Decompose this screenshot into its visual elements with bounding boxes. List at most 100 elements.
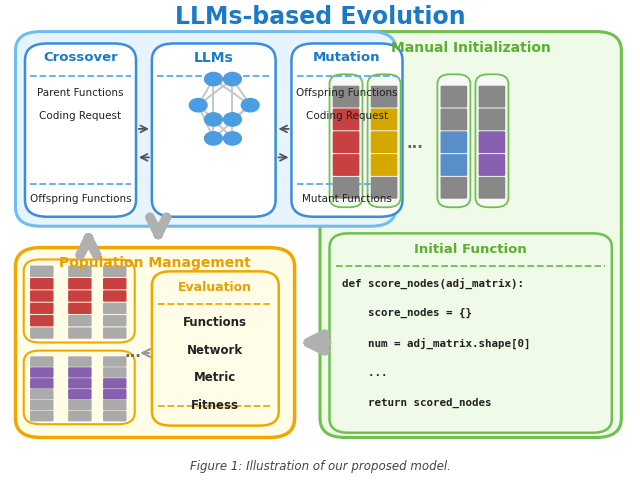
FancyBboxPatch shape bbox=[371, 131, 397, 153]
FancyBboxPatch shape bbox=[103, 278, 127, 289]
FancyBboxPatch shape bbox=[479, 154, 505, 176]
Text: ...: ... bbox=[342, 368, 388, 378]
FancyBboxPatch shape bbox=[68, 400, 92, 411]
FancyBboxPatch shape bbox=[68, 290, 92, 302]
FancyBboxPatch shape bbox=[103, 378, 127, 389]
FancyBboxPatch shape bbox=[103, 400, 127, 411]
FancyBboxPatch shape bbox=[68, 315, 92, 327]
FancyBboxPatch shape bbox=[68, 367, 92, 378]
FancyBboxPatch shape bbox=[30, 327, 54, 339]
FancyBboxPatch shape bbox=[103, 303, 127, 314]
Text: return scored_nodes: return scored_nodes bbox=[342, 398, 492, 408]
FancyBboxPatch shape bbox=[30, 378, 54, 389]
Circle shape bbox=[189, 99, 207, 112]
FancyBboxPatch shape bbox=[440, 131, 467, 153]
FancyBboxPatch shape bbox=[437, 74, 470, 207]
FancyBboxPatch shape bbox=[68, 356, 92, 367]
FancyBboxPatch shape bbox=[30, 367, 54, 378]
Circle shape bbox=[223, 113, 241, 126]
FancyBboxPatch shape bbox=[103, 411, 127, 421]
FancyBboxPatch shape bbox=[371, 85, 397, 108]
Circle shape bbox=[205, 132, 222, 145]
Text: def score_nodes(adj_matrix):: def score_nodes(adj_matrix): bbox=[342, 278, 524, 289]
FancyBboxPatch shape bbox=[30, 411, 54, 421]
Text: Mutant Functions: Mutant Functions bbox=[302, 194, 392, 204]
Text: Functions: Functions bbox=[183, 316, 247, 329]
FancyBboxPatch shape bbox=[30, 389, 54, 399]
FancyBboxPatch shape bbox=[103, 356, 127, 367]
FancyBboxPatch shape bbox=[68, 303, 92, 314]
Circle shape bbox=[241, 99, 259, 112]
Text: Evaluation: Evaluation bbox=[179, 281, 252, 294]
FancyBboxPatch shape bbox=[30, 315, 54, 327]
FancyBboxPatch shape bbox=[103, 290, 127, 302]
FancyBboxPatch shape bbox=[103, 266, 127, 277]
FancyBboxPatch shape bbox=[152, 43, 276, 217]
FancyBboxPatch shape bbox=[440, 85, 467, 108]
Circle shape bbox=[205, 113, 222, 126]
FancyBboxPatch shape bbox=[30, 290, 54, 302]
FancyBboxPatch shape bbox=[479, 109, 505, 130]
FancyBboxPatch shape bbox=[320, 31, 621, 438]
FancyBboxPatch shape bbox=[479, 177, 505, 199]
Text: Offspring Functions: Offspring Functions bbox=[296, 88, 398, 99]
FancyBboxPatch shape bbox=[68, 378, 92, 389]
Text: Mutation: Mutation bbox=[313, 51, 381, 64]
FancyBboxPatch shape bbox=[30, 400, 54, 411]
Text: Parent Functions: Parent Functions bbox=[37, 88, 124, 99]
FancyBboxPatch shape bbox=[68, 411, 92, 421]
FancyBboxPatch shape bbox=[30, 266, 54, 277]
FancyBboxPatch shape bbox=[103, 367, 127, 378]
FancyBboxPatch shape bbox=[24, 351, 135, 424]
FancyBboxPatch shape bbox=[15, 248, 294, 438]
FancyBboxPatch shape bbox=[24, 259, 135, 342]
FancyBboxPatch shape bbox=[440, 154, 467, 176]
FancyBboxPatch shape bbox=[68, 389, 92, 399]
FancyBboxPatch shape bbox=[103, 315, 127, 327]
Text: Initial Function: Initial Function bbox=[414, 242, 527, 256]
FancyBboxPatch shape bbox=[330, 233, 612, 433]
Text: Crossover: Crossover bbox=[43, 51, 118, 64]
FancyBboxPatch shape bbox=[476, 74, 508, 207]
Text: LLMs: LLMs bbox=[194, 51, 234, 65]
Text: Offspring Functions: Offspring Functions bbox=[29, 194, 131, 204]
FancyBboxPatch shape bbox=[333, 109, 359, 130]
FancyBboxPatch shape bbox=[30, 356, 54, 367]
Text: ...: ... bbox=[124, 344, 141, 359]
Text: Network: Network bbox=[188, 343, 243, 356]
FancyBboxPatch shape bbox=[371, 109, 397, 130]
FancyBboxPatch shape bbox=[330, 74, 362, 207]
Circle shape bbox=[223, 132, 241, 145]
FancyBboxPatch shape bbox=[440, 109, 467, 130]
FancyBboxPatch shape bbox=[367, 74, 401, 207]
FancyBboxPatch shape bbox=[291, 43, 403, 217]
Text: Fitness: Fitness bbox=[191, 398, 239, 412]
FancyBboxPatch shape bbox=[25, 43, 136, 217]
FancyBboxPatch shape bbox=[152, 271, 279, 426]
Text: Coding Request: Coding Request bbox=[306, 111, 388, 121]
Text: Population Management: Population Management bbox=[59, 256, 251, 270]
FancyBboxPatch shape bbox=[103, 327, 127, 339]
FancyBboxPatch shape bbox=[440, 177, 467, 199]
FancyBboxPatch shape bbox=[68, 278, 92, 289]
Text: num = adj_matrix.shape[0]: num = adj_matrix.shape[0] bbox=[342, 338, 531, 349]
FancyBboxPatch shape bbox=[333, 154, 359, 176]
FancyBboxPatch shape bbox=[15, 31, 396, 226]
FancyBboxPatch shape bbox=[371, 177, 397, 199]
Text: Coding Request: Coding Request bbox=[40, 111, 122, 121]
FancyBboxPatch shape bbox=[68, 327, 92, 339]
Text: Metric: Metric bbox=[194, 371, 236, 384]
Text: score_nodes = {}: score_nodes = {} bbox=[342, 308, 472, 318]
FancyBboxPatch shape bbox=[333, 177, 359, 199]
Text: Figure 1: Illustration of our proposed model.: Figure 1: Illustration of our proposed m… bbox=[189, 460, 451, 473]
FancyBboxPatch shape bbox=[103, 389, 127, 399]
FancyBboxPatch shape bbox=[371, 154, 397, 176]
Text: ...: ... bbox=[407, 136, 424, 151]
FancyBboxPatch shape bbox=[30, 278, 54, 289]
FancyBboxPatch shape bbox=[333, 85, 359, 108]
FancyBboxPatch shape bbox=[479, 85, 505, 108]
Text: Manual Initialization: Manual Initialization bbox=[391, 41, 550, 55]
Circle shape bbox=[223, 72, 241, 85]
FancyBboxPatch shape bbox=[333, 131, 359, 153]
Circle shape bbox=[205, 72, 222, 85]
